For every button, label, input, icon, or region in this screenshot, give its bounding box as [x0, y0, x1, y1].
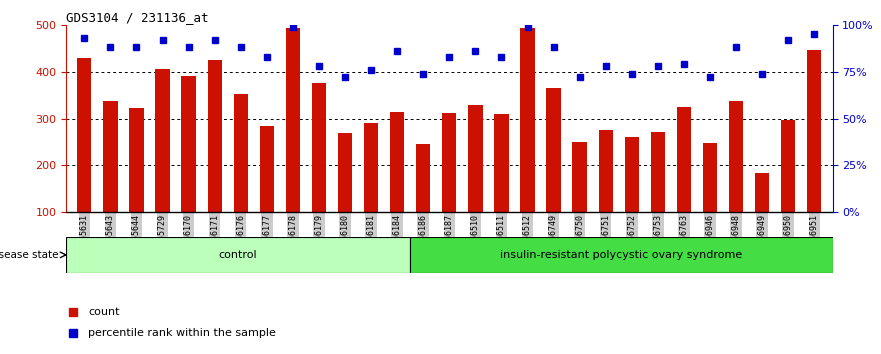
- Bar: [677, 107, 691, 212]
- Text: percentile rank within the sample: percentile rank within the sample: [88, 328, 276, 338]
- Bar: [442, 113, 456, 212]
- Text: control: control: [218, 250, 257, 260]
- Bar: [130, 108, 144, 212]
- Bar: [468, 104, 483, 212]
- Bar: [416, 144, 431, 212]
- Bar: [703, 143, 717, 212]
- Bar: [625, 137, 639, 212]
- Bar: [410, 237, 833, 273]
- Bar: [364, 123, 378, 212]
- Bar: [181, 76, 196, 212]
- Bar: [755, 172, 769, 212]
- Bar: [66, 237, 410, 273]
- Bar: [598, 130, 613, 212]
- Bar: [546, 88, 561, 212]
- Bar: [337, 133, 352, 212]
- Text: insulin-resistant polycystic ovary syndrome: insulin-resistant polycystic ovary syndr…: [500, 250, 742, 260]
- Bar: [807, 50, 821, 212]
- Text: count: count: [88, 307, 120, 316]
- Bar: [521, 28, 535, 212]
- Bar: [208, 60, 222, 212]
- Bar: [651, 132, 665, 212]
- Bar: [573, 142, 587, 212]
- Bar: [260, 126, 274, 212]
- Bar: [729, 101, 744, 212]
- Bar: [233, 94, 248, 212]
- Bar: [285, 28, 300, 212]
- Bar: [78, 58, 92, 212]
- Text: GDS3104 / 231136_at: GDS3104 / 231136_at: [66, 11, 209, 24]
- Bar: [390, 112, 404, 212]
- Bar: [155, 69, 170, 212]
- Bar: [494, 114, 508, 212]
- Bar: [781, 120, 796, 212]
- Bar: [312, 84, 326, 212]
- Text: disease state: disease state: [0, 250, 58, 260]
- Bar: [103, 101, 117, 212]
